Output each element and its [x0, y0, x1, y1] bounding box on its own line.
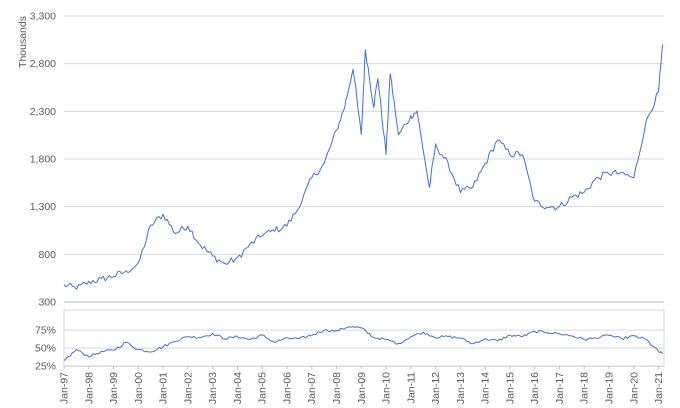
x-tick-label: Jan-16: [529, 372, 541, 404]
x-axis: Jan-97 Jan-98 Jan-99 Jan-00 Jan-01 Jan-02 Jan-…: [59, 366, 665, 404]
x-tick-label: Jan-01: [158, 372, 170, 404]
x-tick-label: Jan-12: [430, 372, 442, 404]
series-line-ratio: [63, 326, 664, 361]
y-tick-label: 300: [38, 297, 56, 309]
bottom-chart-panel: 25% 50% 75%: [35, 309, 665, 373]
x-tick-label: Jan-21: [653, 372, 665, 404]
y-tick-label: 800: [38, 249, 56, 261]
x-tick-label: Jan-05: [257, 372, 269, 404]
y-tick-label: 2,300: [30, 106, 56, 118]
x-tick-label: Jan-09: [356, 372, 368, 404]
y-tick-label: 3,300: [30, 11, 56, 23]
x-tick-label: Jan-11: [405, 372, 417, 403]
x-tick-label: Jan-02: [182, 372, 194, 404]
series-line-main: [63, 44, 664, 290]
y-tick-label: 75%: [35, 325, 56, 337]
x-tick-label: Jan-06: [282, 372, 294, 404]
x-tick-label: Jan-18: [579, 372, 591, 404]
x-tick-label: Jan-20: [628, 372, 640, 404]
x-tick-label: Jan-15: [504, 372, 516, 404]
x-tick-label: Jan-19: [604, 372, 616, 404]
x-tick-label: Jan-98: [83, 372, 95, 404]
x-tick-label: Jan-03: [207, 372, 219, 404]
y-tick-label: 1,300: [30, 201, 56, 213]
y-axis-title: Thousands: [17, 16, 29, 68]
y-tick-label: 25%: [35, 361, 56, 373]
y-tick-label: 2,800: [30, 58, 56, 70]
x-tick-label: Jan-99: [108, 372, 120, 404]
y-tick-label: 50%: [35, 343, 56, 355]
x-tick-label: Jan-08: [331, 372, 343, 404]
y-tick-label: 1,800: [30, 154, 56, 166]
x-tick-label: Jan-10: [381, 372, 393, 404]
x-tick-label: Jan-04: [232, 372, 244, 404]
x-tick-label: Jan-97: [59, 372, 71, 404]
x-tick-label: Jan-17: [554, 372, 566, 404]
bottom-panel-frame: [63, 309, 665, 367]
x-tick-label: Jan-13: [455, 372, 467, 404]
x-tick-label: Jan-07: [306, 372, 318, 404]
top-chart-panel: 300 800 1,300 1,800 2,300 2,800 3,300: [30, 11, 664, 309]
x-tick-label: Jan-00: [133, 372, 145, 404]
x-tick-label: Jan-14: [480, 372, 492, 404]
